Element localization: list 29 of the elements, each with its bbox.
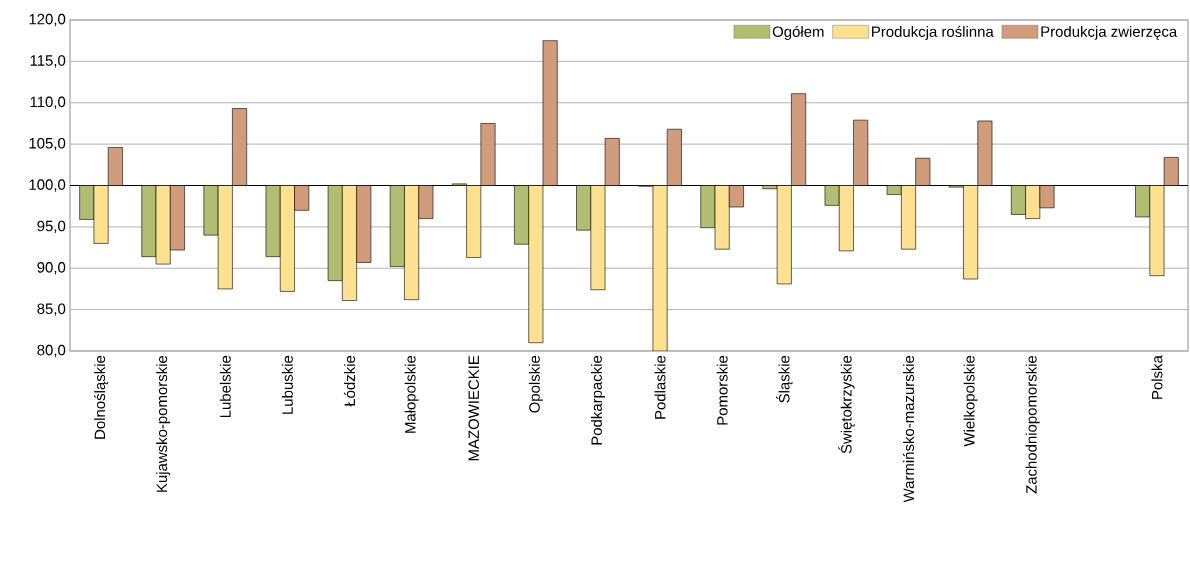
- x-tick-label: Podkarpackie: [590, 355, 605, 445]
- legend-label: Ogółem: [772, 25, 824, 40]
- x-tick-label: Opolskie: [528, 355, 543, 413]
- x-tick-label: Łódzkie: [343, 355, 356, 407]
- y-tick-label: 115,0: [30, 55, 66, 68]
- x-tick-label: Świętokrzyskie: [838, 355, 855, 454]
- legend-label: Produkcja roślinna: [872, 25, 994, 40]
- x-tick-label: Dolnośląskie: [94, 355, 109, 439]
- y-tick-label: 110,0: [30, 96, 66, 109]
- x-tick-label: Lubelskie: [219, 355, 231, 418]
- x-tick-label: Pomorskie: [716, 355, 728, 425]
- y-tick-label: 90,0: [37, 262, 66, 275]
- x-tick-label: Lubuskie: [281, 355, 293, 414]
- x-tick-label: MAZOWIECKIE: [468, 355, 479, 461]
- y-tick-label: 85,0: [37, 303, 66, 316]
- x-tick-label: Polska: [1151, 355, 1163, 399]
- y-tick-label: 80,0: [37, 344, 66, 358]
- legend-label: Produkcja zwierzęca: [1041, 25, 1178, 40]
- y-tick-label: 95,0: [37, 220, 66, 234]
- x-tick-label: Śląskie: [776, 355, 793, 403]
- x-tick-label: Wielkopolskie: [963, 355, 978, 447]
- x-tick-label: Kujawsko-pomorskie: [156, 355, 171, 492]
- y-tick-label: 100,0: [29, 179, 66, 192]
- x-tick-label: Warmińsko-mazurskie: [902, 355, 915, 503]
- y-tick-label: 120,0: [29, 13, 66, 27]
- x-tick-label: Podlaskie: [654, 355, 666, 419]
- x-tick-label: Zachodniopomorskie: [1025, 355, 1040, 494]
- y-tick-label: 105,0: [29, 137, 66, 151]
- x-tick-label: Małopolskie: [404, 355, 419, 433]
